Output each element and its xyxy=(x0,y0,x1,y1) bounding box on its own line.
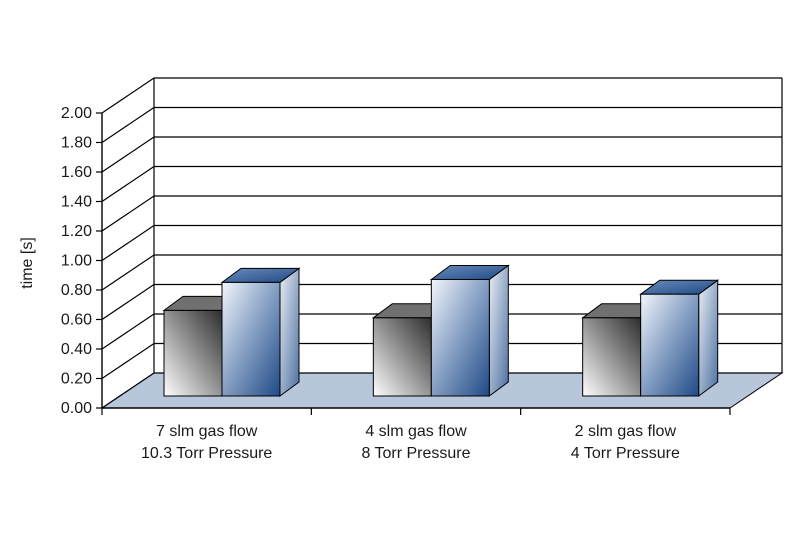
x-category-label: 10.3 Torr Pressure xyxy=(141,445,272,462)
bar xyxy=(163,309,223,397)
y-tick-label: 0.40 xyxy=(61,341,92,358)
y-tick-label: 0.00 xyxy=(61,400,92,417)
y-tick-label: 1.20 xyxy=(61,223,92,240)
gridline-side xyxy=(101,107,155,143)
x-category-label: 2 slm gas flow xyxy=(575,423,677,440)
bar-side xyxy=(279,267,300,397)
y-tick-label: 2.00 xyxy=(61,105,92,122)
bar-side xyxy=(698,279,719,397)
gridline-side xyxy=(101,372,155,409)
y-axis-title: time [s] xyxy=(19,237,36,289)
x-category-label: 4 slm gas flow xyxy=(365,423,467,440)
y-tick-label: 1.80 xyxy=(61,135,92,152)
gridline-side xyxy=(101,77,155,114)
gridline-side xyxy=(101,343,155,379)
gridline-side xyxy=(101,313,155,350)
bar xyxy=(430,278,490,397)
x-category-label: 7 slm gas flow xyxy=(156,423,258,440)
gridline-side xyxy=(101,195,155,232)
x-category-label: 8 Torr Pressure xyxy=(361,445,470,462)
bar xyxy=(221,281,281,397)
y-tick-label: 1.40 xyxy=(61,194,92,211)
y-tick-label: 1.00 xyxy=(61,253,92,270)
bar xyxy=(640,293,700,397)
y-tick-label: 0.20 xyxy=(61,371,92,388)
gridline-side xyxy=(101,254,155,291)
bar-side xyxy=(488,264,509,397)
gridline-side xyxy=(101,225,155,261)
gridline-side xyxy=(101,284,155,320)
gridline-side xyxy=(101,136,155,173)
y-tick-label: 0.60 xyxy=(61,312,92,329)
bar xyxy=(582,317,642,397)
y-tick-label: 1.60 xyxy=(61,164,92,181)
y-tick-label: 0.80 xyxy=(61,282,92,299)
x-category-label: 4 Torr Pressure xyxy=(571,445,680,462)
bar xyxy=(372,317,432,397)
gridline-side xyxy=(101,166,155,202)
